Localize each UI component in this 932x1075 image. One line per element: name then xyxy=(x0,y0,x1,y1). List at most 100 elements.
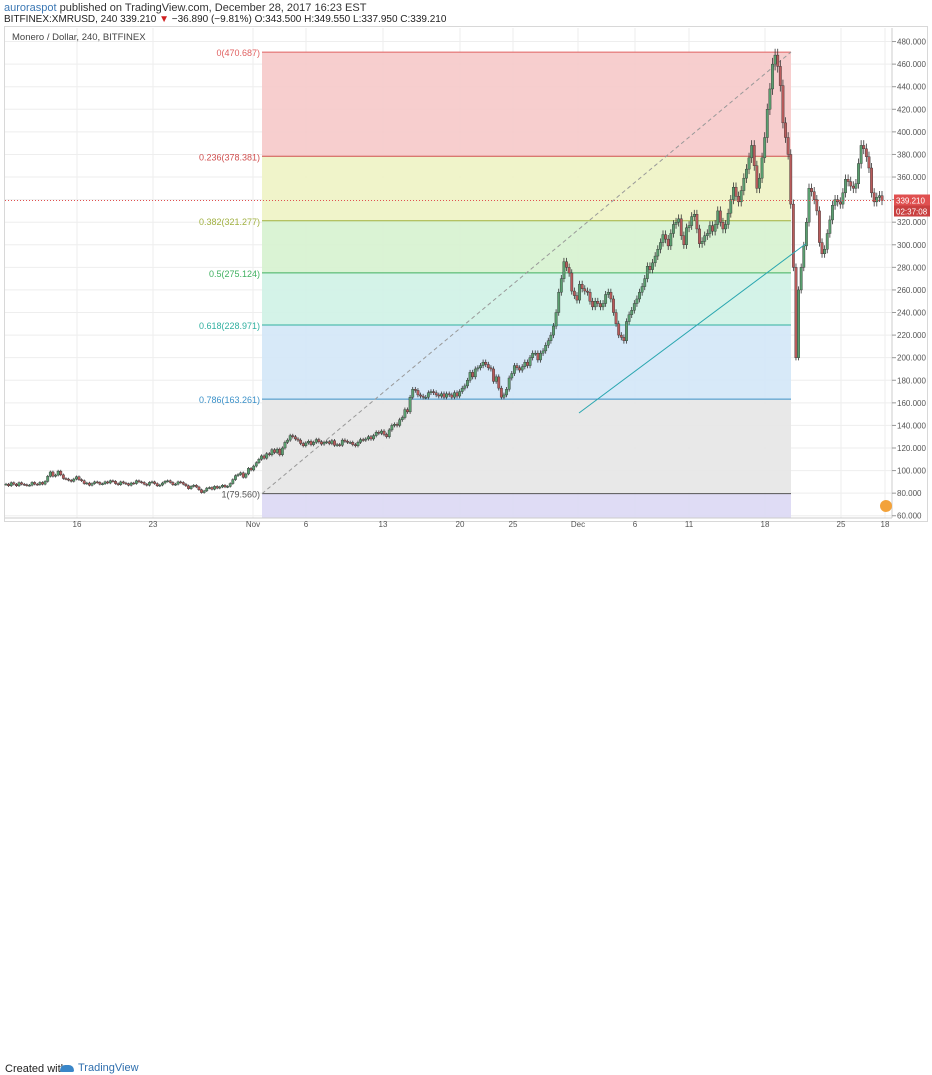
candle-body xyxy=(244,473,248,478)
candle-body xyxy=(460,387,464,392)
candle-body xyxy=(398,419,402,426)
candle-body xyxy=(207,487,211,489)
candle-body xyxy=(247,468,250,475)
candle-body xyxy=(12,482,16,485)
candle-body xyxy=(831,205,834,221)
candle-body xyxy=(677,218,681,223)
candle-body xyxy=(330,440,334,444)
candle-body xyxy=(833,199,837,206)
candle-body xyxy=(309,441,313,445)
candle-body xyxy=(617,323,621,336)
candle-body xyxy=(442,393,446,398)
candle-body xyxy=(56,470,60,476)
candle-body xyxy=(672,224,675,234)
fib-level-label: 0.236(378.381) xyxy=(199,152,260,162)
candle-body xyxy=(541,350,545,354)
candle-body xyxy=(226,486,230,488)
candle-body xyxy=(210,487,214,490)
candle-body xyxy=(103,481,107,484)
candle-body xyxy=(575,295,579,301)
candle-body xyxy=(322,442,326,445)
candle-body xyxy=(802,245,806,268)
candle-body xyxy=(661,234,665,243)
candle-body xyxy=(812,191,816,200)
candle-body xyxy=(98,482,102,485)
candle-body xyxy=(121,481,125,484)
candle-body xyxy=(844,179,847,194)
candle-body xyxy=(515,365,519,369)
candle-body xyxy=(213,486,216,490)
candle-body xyxy=(134,480,138,484)
candle-body xyxy=(804,221,808,247)
candle-body xyxy=(132,482,136,485)
candle-body xyxy=(187,485,190,489)
last-price: 339.210 xyxy=(120,14,157,25)
price-chart[interactable]: 0(470.687) 0.236(378.381) 0.382(321.277) 0.… xyxy=(0,0,932,550)
candle-body xyxy=(257,459,261,463)
candle-body xyxy=(359,439,362,443)
candle-body xyxy=(64,478,68,480)
candle-body xyxy=(426,392,430,398)
candle-body xyxy=(403,409,407,418)
candle-body xyxy=(687,225,691,229)
y-tick-label: 240.000 xyxy=(897,309,926,318)
candle-body xyxy=(364,438,368,441)
candle-body xyxy=(317,439,321,442)
candle-body xyxy=(815,199,819,212)
candle-body xyxy=(653,255,657,264)
candle-body xyxy=(716,210,720,225)
candle-body xyxy=(481,361,485,366)
candle-body xyxy=(176,481,180,485)
down-arrow-icon: ▼ xyxy=(159,14,169,25)
fib-zone xyxy=(262,156,791,221)
candle-body xyxy=(59,470,63,476)
candle-body xyxy=(413,389,417,391)
candle-body xyxy=(108,480,112,484)
fib-trend-diagonal xyxy=(261,51,792,495)
candle-body xyxy=(270,449,274,455)
candle-body xyxy=(101,483,104,485)
candle-body xyxy=(280,447,284,455)
chart-header: auroraspot published on TradingView.com,… xyxy=(0,0,932,26)
candle-body xyxy=(640,286,644,293)
candle-body xyxy=(632,303,636,311)
candle-body xyxy=(747,157,751,170)
x-tick-label: 13 xyxy=(379,520,388,529)
candle-body xyxy=(765,109,769,138)
fib-zone xyxy=(262,220,791,273)
candle-body xyxy=(875,197,879,203)
candle-body xyxy=(859,145,863,164)
symbol-label: BITFINEX:XMRUSD, 240 xyxy=(4,14,118,25)
candle-body xyxy=(327,441,331,444)
candle-body xyxy=(179,481,183,484)
candle-body xyxy=(570,272,574,292)
candle-body xyxy=(353,444,357,446)
author-link[interactable]: auroraspot xyxy=(4,2,57,14)
candle-body xyxy=(158,484,162,487)
candle-body xyxy=(69,479,73,482)
candle-body xyxy=(726,212,730,225)
candle-body xyxy=(299,439,303,444)
candle-body xyxy=(846,179,850,182)
candle-body xyxy=(429,391,433,393)
published-text: published on TradingView.com, December 2… xyxy=(59,2,367,14)
candle-body xyxy=(293,436,297,440)
candle-body xyxy=(46,476,50,482)
candle-body xyxy=(346,441,349,443)
candle-body xyxy=(737,196,741,203)
candle-body xyxy=(220,485,224,488)
candle-body xyxy=(528,357,532,366)
candle-body xyxy=(223,485,227,488)
candle-body xyxy=(523,361,527,367)
candle-body xyxy=(669,233,673,247)
candle-body xyxy=(296,438,300,441)
candle-body xyxy=(343,439,347,442)
candle-body xyxy=(33,482,37,485)
candle-body xyxy=(664,234,668,240)
candle-body xyxy=(28,484,31,487)
candle-body xyxy=(854,183,858,189)
candle-body xyxy=(307,441,310,444)
candle-body xyxy=(304,442,308,446)
tradingview-logo[interactable]: TradingView xyxy=(60,1062,139,1074)
candle-body xyxy=(184,483,188,487)
